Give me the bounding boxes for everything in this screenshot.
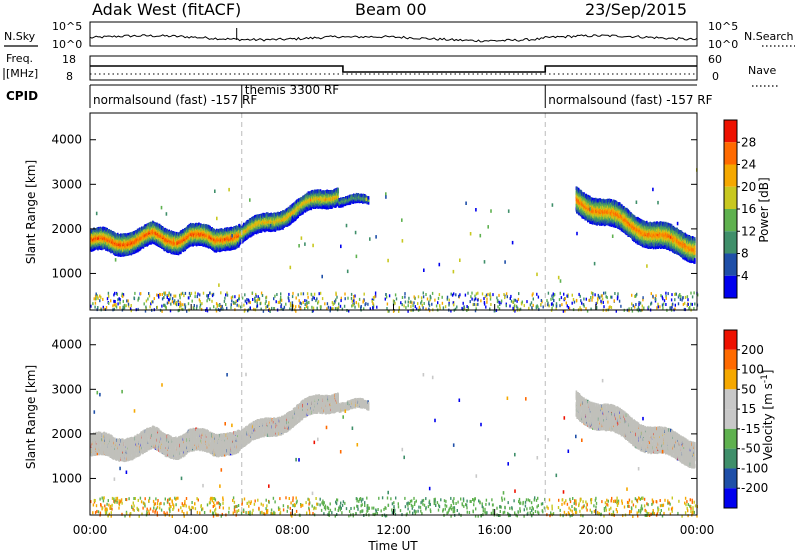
power-cell [180, 250, 182, 254]
power-cell [190, 235, 192, 239]
nave-right-tick-bottom: 0 [712, 70, 719, 83]
power-cell [102, 230, 104, 235]
power-cell [108, 247, 110, 251]
power-cell [184, 230, 186, 234]
noise-search-label: N.Search [744, 30, 794, 43]
freq-label-line2: [MHz] [6, 67, 38, 80]
noise-series [89, 28, 698, 43]
power-cell [127, 232, 130, 237]
power-cell [149, 229, 151, 233]
power-cell [170, 230, 173, 235]
freq-left-tick-top: 18 [62, 53, 76, 66]
freq-label-line1: Freq. [6, 52, 33, 65]
power-cell [161, 230, 163, 235]
freq-series [90, 65, 697, 75]
power-cell [153, 222, 155, 227]
power-cell [149, 222, 151, 226]
nave-right-tick-top: 60 [708, 53, 722, 66]
power-cell [94, 238, 97, 242]
power-cell [111, 249, 113, 253]
power-heatmap [90, 113, 699, 313]
power-cell [198, 222, 200, 227]
cpid-segment-label: normalsound (fast) -157 RF [93, 93, 257, 107]
power-cell [174, 239, 177, 244]
power-cell [194, 229, 196, 233]
noise-right-tick-bottom: 10^0 [708, 38, 738, 51]
beam-title: Beam 00 [355, 0, 427, 19]
noise-sky-label: N.Sky [4, 30, 36, 43]
power-cell [145, 228, 147, 232]
power-cell [188, 244, 190, 248]
power-cell [137, 248, 139, 253]
noise-right-tick-top: 10^5 [708, 20, 738, 33]
nave-label: Nave [748, 64, 776, 77]
power-cell [137, 231, 139, 236]
power-cell [103, 226, 106, 231]
freq-panel-frame [89, 55, 698, 81]
power-cell [145, 224, 147, 228]
power-cell [103, 236, 105, 240]
date-title: 23/Sep/2015 [585, 0, 687, 19]
power-cell [98, 239, 100, 244]
radar-title: Adak West (fitACF) [92, 0, 241, 19]
noise-left-tick-top: 10^5 [52, 20, 82, 33]
power-cell [94, 246, 97, 250]
cpid-segment-label: themis 3300 RF [245, 83, 339, 97]
power-cell [97, 245, 100, 249]
noise-left-tick-bottom: 10^0 [52, 38, 82, 51]
power-cell [178, 250, 181, 255]
freq-left-tick-bottom: 8 [66, 70, 73, 83]
power-cell [182, 233, 184, 237]
noise-panel-frame [89, 21, 698, 47]
noise-sky-line [89, 34, 698, 43]
cpid-label: CPID [6, 89, 38, 103]
cpid-segment-label: normalsound (fast) -157 RF [548, 93, 712, 107]
freq-line [90, 65, 697, 73]
